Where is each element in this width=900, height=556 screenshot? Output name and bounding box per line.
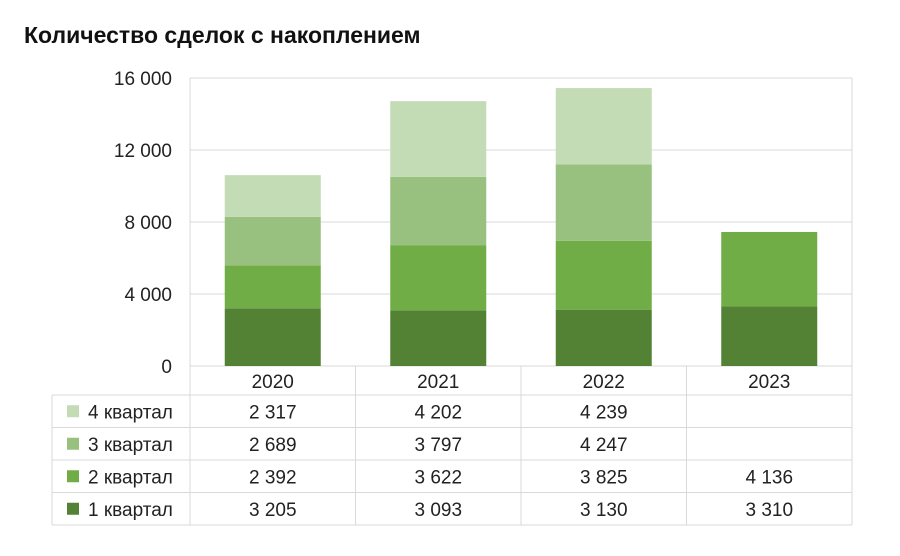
y-axis: 0 4 000 8 000 12 000 16 000 [114,69,172,378]
table-cell-value: 3 797 [414,435,462,456]
bar-segment [224,175,321,217]
bar-segment [555,164,652,241]
legend-label: 2 квартал [88,467,173,488]
legend-swatch [67,437,79,450]
y-tick-label: 0 [161,357,172,378]
bar-segment [390,176,487,246]
table-cell-value: 3 310 [745,500,793,521]
data-table: 2020 2021 2022 2023 4 квартал 2 317 4 202 4 239… [51,366,853,526]
table-cell-value: 3 622 [414,467,462,488]
legend-label: 3 квартал [88,435,173,456]
table-cell-value: 2 689 [249,435,297,456]
table-cell-value: 2 317 [249,402,297,423]
table-cell-value: 4 247 [580,435,628,456]
table-cell-value: 4 202 [414,402,462,423]
table-cell-value: 3 130 [580,500,628,521]
y-tick-label: 12 000 [114,141,172,162]
bar-segment [721,306,818,366]
y-tick-label: 8 000 [124,213,172,234]
bar-segment [390,101,487,177]
table-cell-value: 2 392 [249,467,297,488]
legend-swatch [67,405,79,418]
bar-segment [224,308,321,366]
legend-swatch [67,502,79,515]
x-category-label: 2023 [748,372,790,393]
bar-segment [555,88,652,165]
bar-segment [555,240,652,310]
legend-label: 1 квартал [88,500,173,521]
table-cell-value: 4 136 [745,467,793,488]
table-cell-value: 4 239 [580,402,628,423]
table-cell-value: 3 825 [580,467,628,488]
bar-segment [224,265,321,309]
bar-segment [224,216,321,266]
chart-title: Количество сделок с накоплением [24,22,421,48]
table-cell-value: 3 205 [249,500,297,521]
bar-segment [390,310,487,366]
bar-segment [721,231,818,307]
x-category-label: 2021 [417,372,459,393]
bar-segment [390,245,487,311]
legend-label: 4 квартал [88,402,173,423]
bars [224,88,818,366]
y-tick-label: 4 000 [124,285,172,306]
bar-segment [555,309,652,366]
legend-swatch [67,470,79,483]
table-cell-value: 3 093 [414,500,462,521]
x-category-label: 2020 [252,372,294,393]
x-category-label: 2022 [583,372,625,393]
y-tick-label: 16 000 [114,69,172,90]
